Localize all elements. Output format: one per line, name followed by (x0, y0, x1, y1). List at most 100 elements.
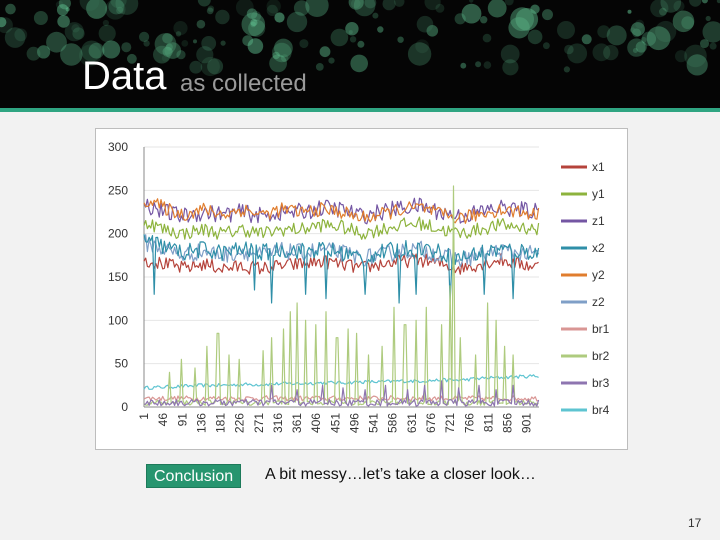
bokeh-dot (673, 0, 685, 12)
bokeh-dot (200, 56, 220, 77)
bokeh-dot (350, 0, 361, 9)
bokeh-dot (415, 39, 430, 54)
x-tick-label: 541 (367, 413, 381, 433)
bokeh-dot (0, 17, 7, 28)
bokeh-dot (250, 18, 258, 27)
bokeh-dot (26, 46, 41, 61)
x-tick-label: 271 (252, 413, 266, 433)
bokeh-dot (305, 0, 329, 17)
bokeh-dot (482, 33, 492, 43)
bokeh-dot (286, 11, 308, 33)
bokeh-dot (646, 26, 671, 51)
bokeh-dot (207, 5, 215, 12)
bokeh-dot (266, 4, 278, 17)
bokeh-dot (247, 38, 264, 54)
x-tick-label: 451 (328, 413, 342, 433)
x-tick-label: 316 (271, 413, 285, 433)
bokeh-dot (46, 31, 67, 53)
bokeh-dot (504, 0, 514, 6)
bokeh-dot (126, 53, 137, 64)
x-tick-label: 721 (443, 413, 457, 433)
legend-label-x2: x2 (592, 241, 605, 255)
x-tick-label: 406 (309, 413, 323, 433)
bokeh-dot (377, 26, 384, 33)
bokeh-dot (299, 39, 309, 49)
y-tick-label: 50 (115, 357, 129, 371)
bokeh-dot (330, 28, 349, 47)
bokeh-dot (72, 27, 85, 40)
bokeh-dot (164, 42, 182, 59)
bokeh-dot (606, 25, 627, 46)
bokeh-dot (58, 0, 71, 10)
bokeh-dot (165, 43, 173, 51)
x-tick-label: 811 (481, 413, 495, 432)
x-tick-label: 1 (137, 413, 151, 420)
bokeh-dot (627, 38, 646, 57)
bokeh-dot (397, 36, 404, 43)
bokeh-dot (64, 22, 84, 42)
bokeh-dot (55, 0, 64, 9)
bokeh-dot (37, 45, 51, 59)
bokeh-dot (250, 21, 256, 28)
header-accent-line (0, 108, 720, 112)
bokeh-dot (241, 12, 266, 37)
bokeh-dot (56, 4, 69, 16)
bokeh-dot (348, 30, 353, 35)
bokeh-dot (189, 60, 203, 74)
bokeh-dot (475, 61, 482, 68)
bokeh-dot (315, 63, 324, 71)
bokeh-dot (705, 15, 711, 22)
bokeh-dot (206, 7, 214, 15)
bokeh-dot (328, 57, 335, 64)
slide-number: 17 (688, 516, 702, 530)
x-tick-label: 676 (424, 413, 438, 433)
bokeh-dot (454, 13, 466, 25)
y-tick-label: 300 (108, 140, 128, 154)
bokeh-dot (215, 9, 230, 25)
bokeh-dot (207, 58, 224, 75)
bokeh-dot (33, 11, 48, 25)
bokeh-dot (162, 33, 173, 44)
bokeh-dot (102, 65, 108, 71)
bokeh-dot (515, 7, 539, 31)
slide-header: Data as collected (0, 0, 720, 108)
legend-label-z1: z1 (592, 214, 605, 228)
bokeh-dot (79, 44, 102, 67)
series-line-z1 (143, 197, 539, 225)
bokeh-dot (567, 43, 588, 64)
bokeh-dot (280, 54, 289, 62)
bokeh-dot (563, 66, 571, 73)
bokeh-dot (193, 39, 197, 44)
bokeh-dot (435, 3, 445, 13)
bokeh-dot (143, 40, 150, 47)
bokeh-dot (173, 21, 188, 36)
bokeh-dot (4, 27, 26, 48)
x-tick-label: 181 (214, 413, 228, 433)
bokeh-dot (153, 45, 171, 64)
bokeh-dot (603, 44, 619, 61)
legend-label-br4: br4 (592, 403, 610, 417)
bokeh-dot (684, 44, 707, 68)
bokeh-dot (181, 40, 189, 47)
bokeh-dot (681, 16, 695, 30)
bokeh-dot (272, 51, 280, 60)
bokeh-dot (702, 21, 720, 43)
bokeh-dot (176, 50, 186, 60)
bokeh-dot (480, 16, 488, 24)
bokeh-dot (394, 0, 405, 7)
bokeh-dot (350, 54, 369, 73)
bokeh-dot (483, 61, 492, 69)
bokeh-dot (426, 25, 439, 37)
bokeh-dot (635, 19, 645, 29)
x-tick-label: 361 (290, 413, 304, 433)
legend-label-br3: br3 (592, 376, 610, 390)
series-line-br4 (143, 374, 539, 390)
bokeh-dot (274, 38, 293, 58)
bokeh-dot (650, 0, 669, 18)
bokeh-dot (14, 28, 28, 42)
bokeh-dot (154, 33, 177, 55)
bokeh-dot (641, 31, 657, 46)
series-line-y1 (143, 216, 540, 240)
bokeh-dot (701, 0, 708, 4)
bokeh-dot (102, 19, 109, 27)
